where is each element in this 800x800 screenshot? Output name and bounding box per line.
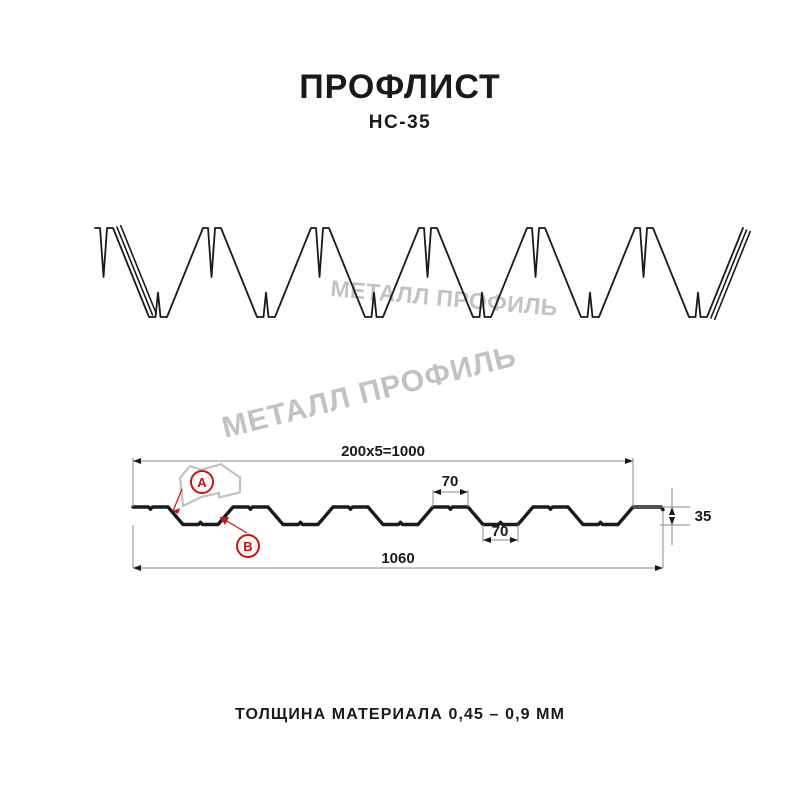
svg-text:1060: 1060 bbox=[381, 550, 414, 567]
svg-text:70: 70 bbox=[492, 523, 509, 540]
svg-text:B: B bbox=[243, 539, 252, 554]
svg-text:70: 70 bbox=[442, 473, 459, 490]
svg-text:A: A bbox=[197, 475, 207, 490]
svg-text:35: 35 bbox=[695, 508, 712, 525]
svg-text:МЕТАЛЛ ПРОФИЛЬ: МЕТАЛЛ ПРОФИЛЬ bbox=[219, 340, 520, 445]
svg-text:200x5=1000: 200x5=1000 bbox=[341, 443, 425, 460]
